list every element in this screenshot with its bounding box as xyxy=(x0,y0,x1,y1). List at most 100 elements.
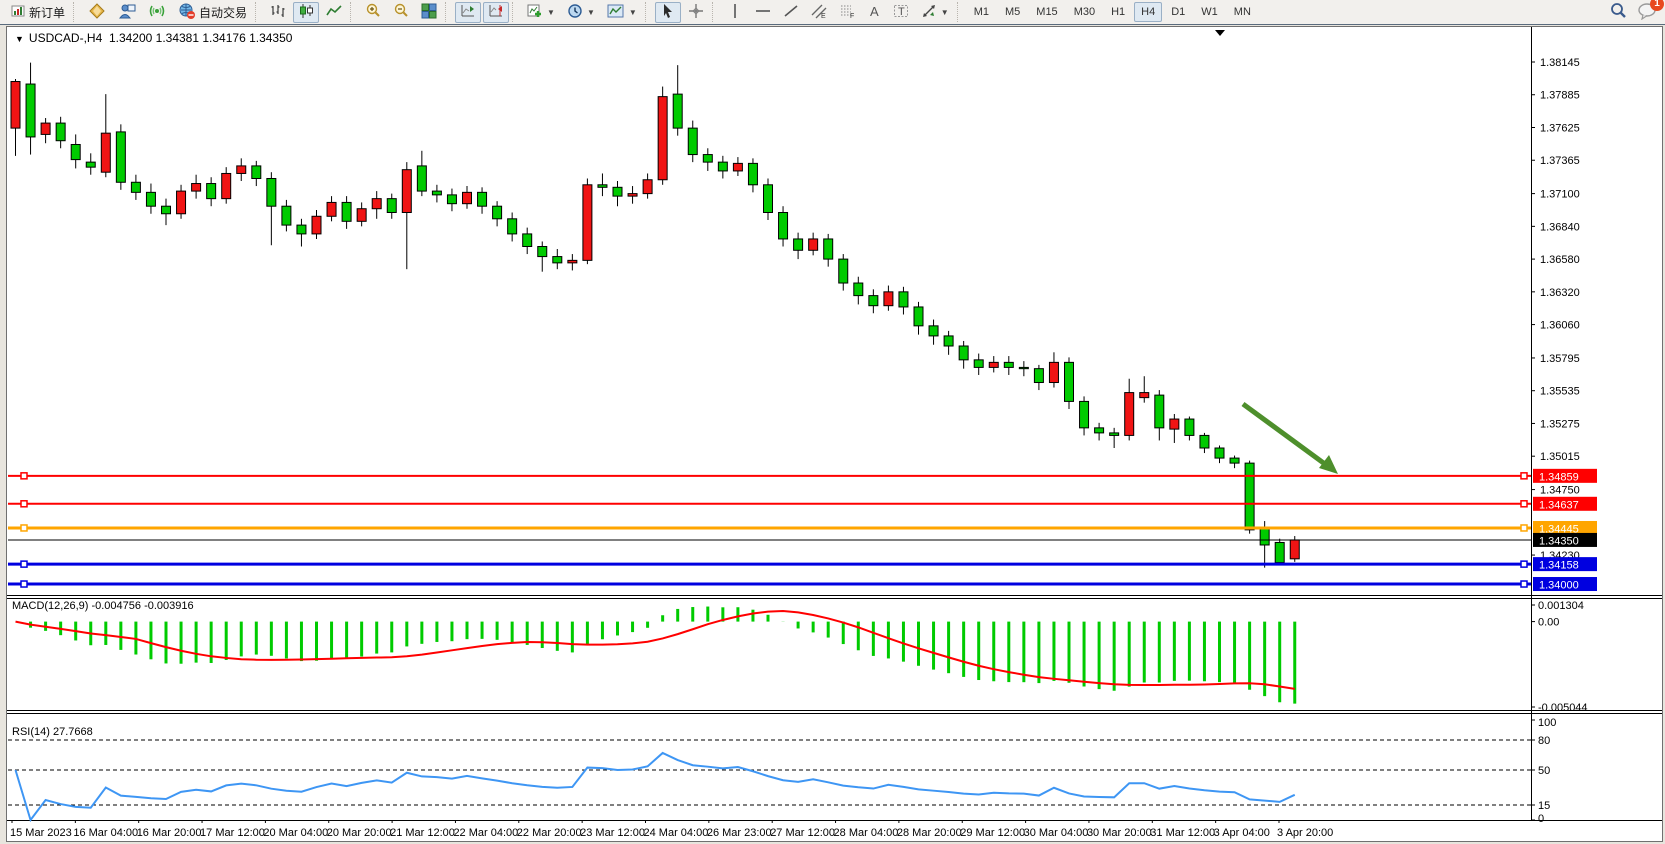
bull-candle xyxy=(1289,539,1300,560)
chevron-down-icon[interactable]: ▼ xyxy=(547,7,555,17)
svg-text:T: T xyxy=(898,6,905,18)
bull-candle xyxy=(356,208,367,222)
timeframe-m1-button[interactable]: M1 xyxy=(973,6,989,18)
bull-candle xyxy=(221,172,232,200)
search-icon[interactable] xyxy=(1609,2,1627,23)
trendline-icon xyxy=(783,3,799,22)
toolbar-separator xyxy=(644,2,652,22)
price-tag xyxy=(1533,520,1597,535)
timeframe-w1-button[interactable]: W1 xyxy=(1201,6,1218,18)
chart-title-collapse-icon[interactable]: ▼ xyxy=(15,34,24,44)
timeframe-h4-button[interactable]: H4 xyxy=(1134,2,1163,22)
new-chart-button[interactable]: ▼ xyxy=(522,2,560,23)
line-handle[interactable] xyxy=(1520,472,1528,480)
bull-candle xyxy=(326,201,337,217)
auto-scroll-button[interactable] xyxy=(455,1,482,23)
line-handle[interactable] xyxy=(20,500,28,508)
line-handle[interactable] xyxy=(20,524,28,532)
time-tick-label: 20 Mar 04:00 xyxy=(263,827,329,839)
bear-candle xyxy=(1018,366,1029,370)
arrows-button[interactable]: ▼ xyxy=(916,2,954,23)
bear-candle xyxy=(943,335,954,347)
timeframe-mn-button[interactable]: MN xyxy=(1233,6,1251,18)
chevron-down-icon[interactable]: ▼ xyxy=(628,7,637,17)
bull-candle xyxy=(311,215,322,235)
line-handle[interactable] xyxy=(20,472,28,480)
hline-icon xyxy=(755,3,771,22)
bear-candle xyxy=(1109,432,1120,436)
bear-candle xyxy=(130,181,141,193)
fibonacci-button[interactable]: F xyxy=(834,2,860,23)
bull-candle xyxy=(988,361,999,368)
vline-button[interactable] xyxy=(722,2,748,23)
timeframe-d1-button[interactable]: D1 xyxy=(1171,6,1186,18)
hline-button[interactable] xyxy=(750,2,776,23)
timeframe-m15-button[interactable]: M15 xyxy=(1036,6,1058,18)
chart-candles-button[interactable] xyxy=(293,1,320,23)
timeframe-m5-button[interactable]: M5 xyxy=(1005,6,1021,18)
bear-candle xyxy=(25,83,36,138)
price-tick-label: 1.36580 xyxy=(1540,254,1580,266)
chart-title: ▼ USDCAD-,H4 1.34200 1.34381 1.34176 1.34… xyxy=(15,31,292,45)
market-watch-button[interactable] xyxy=(113,2,141,23)
chart-bars-button[interactable] xyxy=(265,2,291,23)
line-handle[interactable] xyxy=(1520,524,1528,532)
bull-candle xyxy=(371,198,382,210)
bear-candle xyxy=(296,224,307,235)
toolbar-separator xyxy=(350,2,357,22)
new-order-button[interactable]: 新订单 xyxy=(5,2,70,23)
templates-button[interactable]: ▼ xyxy=(602,2,642,23)
chart-line-button[interactable] xyxy=(321,2,347,23)
bear-candle xyxy=(55,122,66,142)
bear-candle xyxy=(145,191,156,207)
timeframe-h1-button[interactable]: H1 xyxy=(1111,6,1126,18)
chat-badge: 1 xyxy=(1650,0,1664,11)
one-click-button[interactable] xyxy=(83,2,111,23)
chart-shift-button[interactable] xyxy=(483,1,510,23)
zoom-out-button[interactable] xyxy=(388,2,414,23)
chart-canvas[interactable]: 1.38145 1.37885 1.37625 1.37365 1.37100 1.368… xyxy=(7,27,1662,823)
bear-candle xyxy=(973,359,984,368)
timeframe-m30-button[interactable]: M30 xyxy=(1073,6,1096,18)
chevron-down-icon[interactable]: ▼ xyxy=(586,7,595,17)
trendline-button[interactable] xyxy=(778,2,804,23)
bear-candle xyxy=(416,165,427,192)
line-handle[interactable] xyxy=(1520,580,1528,588)
chart-ohlc-label: 1.34200 1.34381 1.34176 1.34350 xyxy=(108,31,293,45)
diamond-icon xyxy=(88,2,106,22)
periods-button[interactable]: ▼ xyxy=(562,2,600,23)
line-handle[interactable] xyxy=(20,580,28,588)
rsi-indicator-label: RSI(14) 27.7668 xyxy=(12,726,93,738)
bear-candle xyxy=(763,184,773,213)
chart-shift-marker-icon[interactable] xyxy=(1215,30,1225,36)
line-handle[interactable] xyxy=(1520,560,1528,568)
price-tick-label: 1.36840 xyxy=(1540,221,1580,233)
chat-button[interactable]: 1 xyxy=(1637,0,1664,23)
text-button[interactable]: A xyxy=(862,2,886,23)
cursor-button[interactable] xyxy=(654,1,681,23)
price-tag xyxy=(1533,557,1597,572)
trend-arrow[interactable] xyxy=(1241,401,1338,474)
signals-button[interactable] xyxy=(143,2,171,23)
bear-candle xyxy=(868,295,879,307)
label-button[interactable]: T xyxy=(888,2,914,23)
chevron-down-icon[interactable]: ▼ xyxy=(940,7,949,17)
bear-candle xyxy=(672,93,683,129)
autotrade-button[interactable]: 自动交易 xyxy=(173,2,252,23)
crosshair-icon xyxy=(688,3,704,22)
price-tick-label: 1.35275 xyxy=(1540,418,1580,430)
crosshair-button[interactable] xyxy=(683,2,709,23)
bear-candle xyxy=(537,246,548,258)
bear-candle xyxy=(522,233,533,248)
time-tick-label: 24 Mar 04:00 xyxy=(643,827,709,839)
svg-text:F: F xyxy=(850,13,854,19)
channel-button[interactable]: E xyxy=(806,2,832,23)
bear-candle xyxy=(1214,447,1225,459)
line-handle[interactable] xyxy=(20,560,28,568)
zoom-in-button[interactable] xyxy=(360,2,386,23)
new-order-icon xyxy=(10,3,26,22)
tile-windows-button[interactable] xyxy=(416,2,442,23)
bull-candle xyxy=(40,122,51,135)
line-handle[interactable] xyxy=(1520,500,1528,508)
price-tick-label: 1.34750 xyxy=(1540,485,1580,497)
